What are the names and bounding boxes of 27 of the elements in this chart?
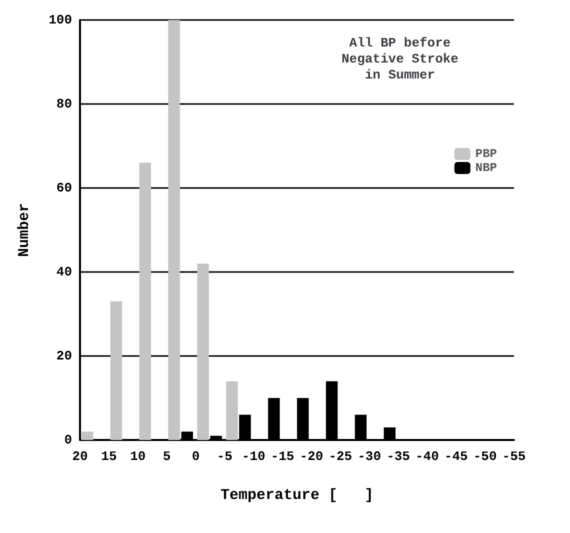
x-tick-label: -15 (270, 449, 294, 464)
x-tick-label: -45 (444, 449, 468, 464)
y-tick-label: 20 (56, 348, 72, 364)
x-tick-label: -20 (300, 449, 324, 464)
legend-label: NBP (475, 161, 498, 175)
legend-label: PBP (475, 147, 498, 161)
x-tick-label: 0 (192, 449, 200, 464)
x-axis-title: Temperature [ ] (220, 487, 374, 504)
y-tick-label: 80 (56, 96, 72, 112)
x-tick-label: -30 (358, 449, 382, 464)
x-tick-label: -35 (386, 449, 410, 464)
y-tick-label: 0 (64, 432, 72, 448)
text: All BP before Negative Stroke in Summer (341, 36, 459, 82)
x-tick-label: -55 (502, 449, 526, 464)
x-tick-label: -10 (242, 449, 266, 464)
x-tick-label: -50 (473, 449, 497, 464)
x-tick-label: -25 (328, 449, 352, 464)
x-tick-label: -5 (216, 449, 233, 464)
y-tick-label: 60 (56, 180, 72, 196)
x-tick-label: 15 (101, 449, 117, 464)
y-tick-label: 40 (56, 264, 72, 280)
x-tick-label: 10 (130, 449, 146, 464)
x-tick-label: -40 (415, 449, 440, 464)
x-tick-label: 5 (162, 449, 171, 464)
y-tick-label: 100 (48, 12, 72, 28)
x-tick-label: 20 (72, 449, 88, 464)
y-axis-title: Number (16, 202, 33, 258)
